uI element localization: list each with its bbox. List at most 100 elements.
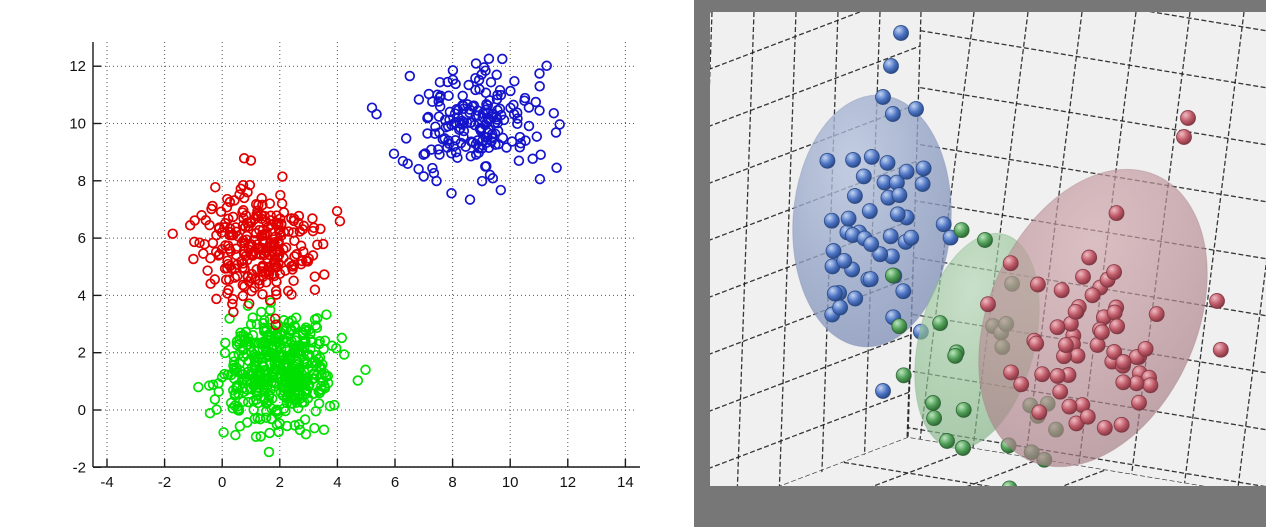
data-sphere-blue xyxy=(898,163,915,180)
data-sphere-red xyxy=(1031,404,1048,421)
data-sphere-blue xyxy=(942,229,959,246)
y-tick-label: 2 xyxy=(78,345,86,362)
data-sphere-blue xyxy=(935,216,952,233)
data-sphere-green xyxy=(891,318,908,335)
data-sphere-blue xyxy=(825,243,842,259)
data-sphere-red xyxy=(1148,306,1165,323)
data-sphere-red xyxy=(1128,375,1145,392)
data-sphere-red xyxy=(1176,129,1192,145)
x-tick-label: 6 xyxy=(391,474,399,491)
data-sphere-red xyxy=(1106,264,1123,281)
spheres-blue xyxy=(819,25,959,399)
cluster-blue-points xyxy=(366,53,565,205)
data-sphere-red xyxy=(1029,276,1046,293)
x-tick-label: 8 xyxy=(448,474,456,491)
y-tick-label: 8 xyxy=(78,173,86,190)
data-sphere-blue xyxy=(862,271,879,288)
data-sphere-red xyxy=(1061,398,1078,415)
data-sphere-blue xyxy=(846,188,863,204)
data-sphere-red xyxy=(1028,335,1045,352)
data-sphere-red xyxy=(1013,376,1030,393)
x-tick-label: 12 xyxy=(559,474,576,491)
data-sphere-red xyxy=(1096,419,1113,436)
cluster-green-points xyxy=(193,297,371,458)
data-sphere-red xyxy=(1209,293,1225,309)
data-sphere-red xyxy=(1053,282,1070,299)
data-sphere-red xyxy=(1034,366,1051,383)
data-sphere-red xyxy=(1115,354,1132,370)
data-sphere-green xyxy=(926,410,943,427)
data-sphere-green xyxy=(932,315,949,332)
data-sphere-red xyxy=(1057,337,1074,354)
x-tick-label: -4 xyxy=(100,474,113,491)
y-tick-label: 0 xyxy=(78,402,86,419)
data-sphere-green xyxy=(939,433,955,449)
x-tick-label: 10 xyxy=(502,474,519,491)
data-sphere-green xyxy=(884,267,901,284)
data-sphere-green xyxy=(1001,480,1018,486)
data-sphere-blue xyxy=(884,106,901,122)
data-sphere-blue xyxy=(840,210,857,227)
data-sphere-red xyxy=(1079,408,1096,425)
x-tick-label: -2 xyxy=(158,474,171,491)
data-sphere-red xyxy=(1137,340,1154,357)
data-sphere-red xyxy=(1067,303,1084,320)
data-sphere-red xyxy=(1115,374,1132,391)
x-tick-label: 14 xyxy=(617,474,634,491)
data-sphere-blue xyxy=(845,151,862,168)
data-sphere-blue xyxy=(847,290,864,307)
data-sphere-blue xyxy=(914,176,931,192)
data-sphere-red xyxy=(1049,319,1066,336)
data-sphere-green xyxy=(895,367,912,384)
data-sphere-blue xyxy=(893,25,909,41)
data-sphere-red xyxy=(1049,368,1066,384)
x-tick-labels: -4 -2 0 2 4 6 8 10 12 14 xyxy=(100,474,633,491)
data-sphere-red xyxy=(1106,304,1123,321)
data-sphere-blue xyxy=(832,299,849,316)
data-sphere-blue xyxy=(879,154,896,171)
data-sphere-blue xyxy=(889,206,906,223)
y-tick-labels: -2 0 2 4 6 8 10 12 xyxy=(69,58,86,476)
spheres-red xyxy=(980,110,1229,436)
data-sphere-blue xyxy=(875,89,891,105)
cluster-red-points xyxy=(167,153,346,331)
data-sphere-red xyxy=(1180,110,1196,126)
data-sphere-red xyxy=(1212,341,1229,358)
y-tick-label: 6 xyxy=(78,230,86,247)
data-sphere-red xyxy=(1142,377,1159,394)
data-sphere-green xyxy=(977,232,993,248)
plot-inner xyxy=(710,12,1266,486)
y-tick-label: 12 xyxy=(69,58,86,75)
data-sphere-blue xyxy=(863,236,880,253)
data-sphere-blue xyxy=(891,187,908,204)
data-sphere-blue xyxy=(875,383,891,399)
data-sphere-blue xyxy=(908,101,924,117)
data-sphere-blue xyxy=(863,148,880,165)
x-tick-label: 0 xyxy=(218,474,226,491)
data-sphere-blue xyxy=(861,203,878,220)
data-sphere-blue xyxy=(819,152,836,169)
data-sphere-green xyxy=(955,440,971,456)
data-sphere-blue xyxy=(883,58,899,74)
data-sphere-red xyxy=(1113,416,1130,433)
data-sphere-green xyxy=(925,395,941,411)
data-sphere-blue xyxy=(895,283,912,300)
x-tick-label: 2 xyxy=(276,474,284,491)
wireframe-floor xyxy=(779,437,1205,486)
data-sphere-blue xyxy=(855,168,872,185)
scatter-2d-panel: -2 0 2 4 6 8 10 12 -4 -2 0 2 4 6 8 10 12 14 xyxy=(69,42,640,491)
data-sphere-red xyxy=(1075,268,1091,285)
data-sphere-red xyxy=(1109,318,1126,335)
tick-marks xyxy=(93,65,627,468)
data-sphere-red xyxy=(1052,383,1069,400)
data-sphere-blue xyxy=(872,246,889,263)
data-sphere-red xyxy=(1131,394,1147,411)
data-sphere-green xyxy=(947,347,964,364)
data-sphere-red xyxy=(1003,364,1020,381)
data-sphere-red xyxy=(1081,249,1098,266)
data-sphere-blue xyxy=(882,228,899,245)
y-tick-label: -2 xyxy=(73,459,86,476)
data-sphere-red xyxy=(1093,324,1110,341)
data-sphere-red xyxy=(980,296,996,313)
